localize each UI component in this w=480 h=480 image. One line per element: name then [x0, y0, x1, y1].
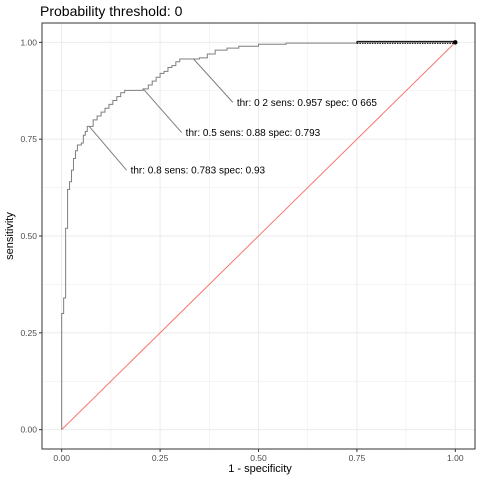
y-tick-label: 0.50 [20, 231, 37, 241]
x-tick-label: 0.50 [250, 453, 267, 463]
x-tick-label: 0.00 [53, 453, 70, 463]
x-tick-label: 0.75 [349, 453, 366, 463]
annotation-leader-line [142, 88, 183, 133]
roc-curve [61, 41, 456, 430]
annotation-leader-line [88, 126, 127, 171]
threshold-point [453, 40, 458, 45]
plot-panel: thr: 0.8 sens: 0.783 spec: 0.93 thr: 0.5 … [41, 22, 476, 450]
x-axis-title: 1 - specificity [228, 463, 292, 475]
y-tick-label: 0.25 [20, 328, 37, 338]
y-tick-label: 0.00 [20, 425, 37, 435]
x-tick-label: 1.00 [447, 453, 464, 463]
y-axis: 0.00 0.25 0.50 0.75 1.00 [20, 37, 42, 435]
annotation-label: thr: 0.5 sens: 0.88 spec: 0.793 [186, 128, 321, 139]
annotation-label: thr: 0 2 sens: 0.957 spec: 0 665 [237, 98, 378, 109]
x-tick-label: 0.25 [152, 453, 169, 463]
y-tick-label: 1.00 [20, 37, 37, 47]
annotation-label: thr: 0.8 sens: 0.783 spec: 0.93 [131, 166, 266, 177]
y-tick-label: 0.75 [20, 134, 37, 144]
y-axis-title: sensitivity [4, 212, 16, 260]
reference-diagonal-line [61, 42, 456, 430]
chart-title: Probability threshold: 0 [40, 3, 183, 19]
annotation-leader-line [193, 58, 234, 103]
x-axis: 0.00 0.25 0.50 0.75 1.00 [53, 449, 464, 463]
